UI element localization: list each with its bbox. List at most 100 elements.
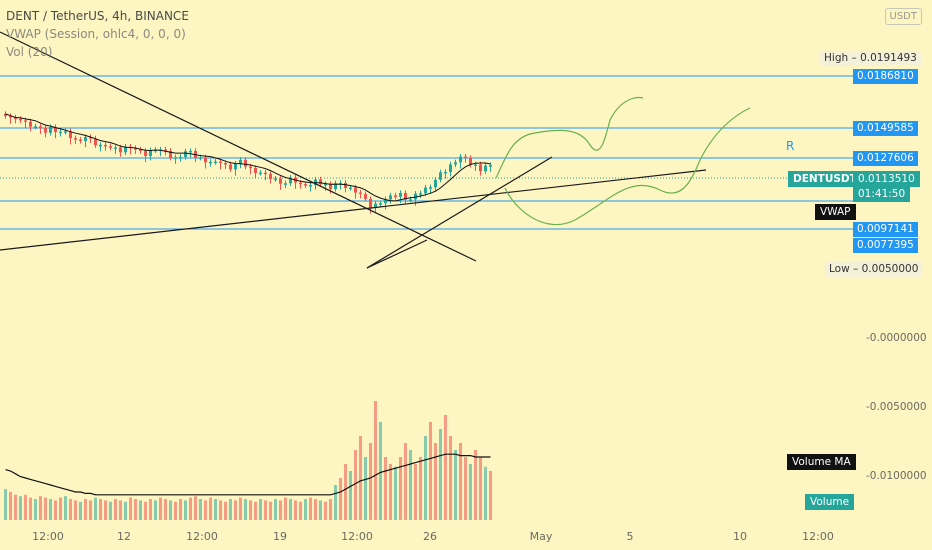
volume-bar xyxy=(419,457,422,520)
candle xyxy=(424,187,427,194)
volume-bar xyxy=(204,500,207,520)
volume-tag: Volume xyxy=(805,494,855,510)
candle xyxy=(54,127,57,133)
volume-bar xyxy=(134,499,137,520)
candle xyxy=(174,157,177,159)
candle xyxy=(119,147,122,153)
currency-button[interactable]: USDT xyxy=(884,8,922,25)
vwap-tag: VWAP xyxy=(815,204,856,220)
candle xyxy=(114,147,117,149)
volume-bar xyxy=(214,499,217,520)
candle xyxy=(99,144,102,147)
candle xyxy=(484,165,487,172)
candle xyxy=(284,183,287,185)
volume-bar xyxy=(99,499,102,520)
volume-bar xyxy=(314,499,317,520)
volume-bar xyxy=(374,401,377,520)
candle xyxy=(189,150,192,153)
candle xyxy=(224,163,227,165)
candle xyxy=(134,148,137,150)
volume-bar xyxy=(469,464,472,520)
volume-bar xyxy=(89,500,92,520)
volume-bar xyxy=(144,501,147,520)
candle xyxy=(169,150,172,158)
y-tick-2: -0.0100000 xyxy=(866,470,927,482)
candle xyxy=(314,179,317,186)
candle xyxy=(449,164,452,172)
volume-bar xyxy=(264,500,267,520)
volume-bar xyxy=(229,499,232,520)
volume-bar xyxy=(329,499,332,520)
candle xyxy=(264,172,267,175)
volume-bar xyxy=(479,457,482,520)
candle xyxy=(269,174,272,180)
candle xyxy=(64,131,67,133)
volume-bar xyxy=(124,501,127,520)
candle xyxy=(394,195,397,197)
volume-bar xyxy=(79,501,82,520)
level-1-label: 0.0186810 xyxy=(853,69,918,84)
candle xyxy=(309,185,312,187)
volume-bar xyxy=(489,471,492,520)
volume-bar xyxy=(219,500,222,520)
candle xyxy=(124,146,127,153)
volume-bar xyxy=(19,496,22,520)
volume-bar xyxy=(349,471,352,520)
candle xyxy=(469,158,472,165)
y-tick-0: -0.0000000 xyxy=(866,332,927,344)
candle xyxy=(219,161,222,164)
candle xyxy=(84,137,87,141)
candle xyxy=(234,163,237,170)
candle xyxy=(379,203,382,205)
x-tick-9: 12:00 xyxy=(802,530,834,543)
volume-bar xyxy=(269,501,272,520)
volume-bar xyxy=(94,497,97,520)
candle xyxy=(139,149,142,151)
level-5-label: 0.0077395 xyxy=(853,238,918,253)
candle xyxy=(29,121,32,127)
volume-bar xyxy=(119,500,122,520)
candle xyxy=(154,149,157,152)
volume-bar xyxy=(179,499,182,520)
volume-bar xyxy=(434,443,437,520)
volume-bar xyxy=(484,466,487,520)
volume-bar xyxy=(449,436,452,520)
candle xyxy=(489,165,492,167)
volume-bar xyxy=(359,436,362,520)
volume-bar xyxy=(364,457,367,520)
projection-path-2 xyxy=(504,107,751,226)
candle xyxy=(419,193,422,195)
volume-bar xyxy=(319,500,322,520)
volume-bar xyxy=(49,499,52,520)
volume-bar xyxy=(169,500,172,520)
candle xyxy=(184,151,187,157)
level-high-label: High – 0.0191493 xyxy=(820,51,921,66)
volume-bar xyxy=(194,496,197,520)
level-3-label: 0.0127606 xyxy=(853,151,918,166)
candle xyxy=(104,144,107,147)
volume-bar xyxy=(324,501,327,520)
y-tick-1: -0.0050000 xyxy=(866,401,927,413)
volume-bar xyxy=(279,500,282,520)
candle xyxy=(329,184,332,190)
volume-bar xyxy=(139,500,142,520)
candle xyxy=(279,178,282,184)
candle xyxy=(359,192,362,195)
candle xyxy=(334,183,337,190)
volume-bar xyxy=(254,501,257,520)
volume-bar xyxy=(259,499,262,520)
volume-bar xyxy=(9,492,12,520)
candle xyxy=(434,179,437,188)
volume-bar xyxy=(59,497,62,520)
volume-bar xyxy=(39,496,42,520)
volume-bar xyxy=(34,499,37,520)
volume-bar xyxy=(274,499,277,520)
candle xyxy=(249,166,252,169)
volume-bar xyxy=(344,464,347,520)
volume-bar xyxy=(234,500,237,520)
volume-bar xyxy=(69,499,72,520)
candle xyxy=(464,156,467,159)
x-tick-3: 19 xyxy=(273,530,287,543)
volume-bar xyxy=(304,499,307,520)
